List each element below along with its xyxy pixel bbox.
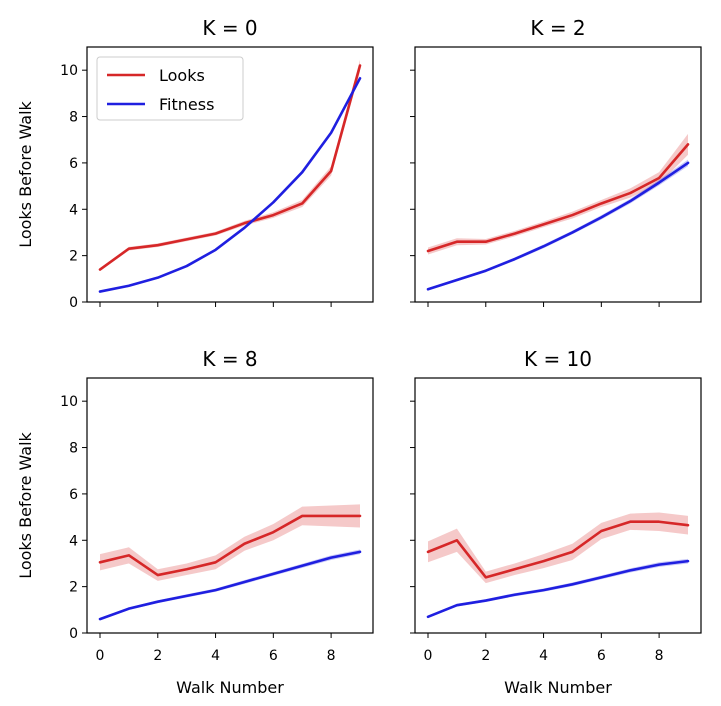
y-tick-label: 6 — [69, 156, 78, 172]
series-line-fitness — [426, 559, 690, 619]
y-tick-label: 0 — [69, 626, 78, 642]
y-axis-label: Looks Before Walk — [16, 100, 35, 247]
series-layer — [426, 133, 690, 291]
series-band-looks — [428, 133, 688, 255]
subplot-title: K = 0 — [202, 16, 257, 40]
x-tick-label: 8 — [327, 648, 336, 664]
tick-layer: 0 2 4 6 8 — [410, 400, 664, 664]
x-tick-label: 6 — [597, 648, 606, 664]
y-tick-label: 8 — [69, 441, 78, 457]
series-layer — [98, 59, 362, 293]
plot-frame — [86, 377, 374, 634]
x-axis-label: Walk Number — [504, 678, 612, 697]
x-tick-label: 8 — [655, 648, 664, 664]
x-tick-label: 0 — [424, 648, 433, 664]
tick-layer: 0 2 4 6 8 10 0 2 4 6 8 — [60, 394, 335, 664]
y-tick-label: 4 — [69, 202, 78, 218]
legend: Looks Fitness — [96, 56, 244, 121]
plot-frame — [86, 46, 374, 303]
x-tick-label: 4 — [211, 648, 220, 664]
y-tick-label: 2 — [69, 249, 78, 265]
series-line-looks — [98, 64, 362, 271]
y-tick-label: 0 — [69, 295, 78, 311]
subplot-title: K = 8 — [202, 347, 257, 371]
subplot-title: K = 2 — [530, 16, 585, 40]
series-line-fitness — [98, 550, 362, 621]
series-layer — [426, 512, 690, 619]
subplot-k2: K = 2 — [410, 16, 702, 307]
subplot-k10: K = 10 Walk Number 0 2 4 6 8 — [410, 347, 702, 697]
legend-label-fitness: Fitness — [159, 95, 214, 114]
y-tick-label: 8 — [69, 110, 78, 126]
y-tick-label: 2 — [69, 580, 78, 596]
tick-layer: 0 2 4 6 8 10 — [60, 63, 332, 311]
subplot-k8: K = 8 Looks Before Walk Walk Number 0 2 4 6… — [16, 347, 374, 697]
subplot-k0: K = 0 Looks Before Walk 0 2 4 6 8 10 Looks Fi… — [16, 16, 374, 311]
y-tick-label: 10 — [60, 63, 78, 79]
legend-label-looks: Looks — [159, 66, 205, 85]
y-tick-label: 6 — [69, 487, 78, 503]
x-axis-label: Walk Number — [176, 678, 284, 697]
plot-frame — [414, 377, 702, 634]
y-axis-label: Looks Before Walk — [16, 431, 35, 578]
subplot-title: K = 10 — [524, 347, 592, 371]
series-layer — [98, 504, 362, 621]
tick-layer — [410, 69, 660, 307]
x-tick-label: 4 — [539, 648, 548, 664]
x-tick-label: 2 — [153, 648, 162, 664]
series-line-looks — [426, 143, 690, 253]
x-tick-label: 6 — [269, 648, 278, 664]
series-band-looks — [100, 504, 360, 581]
series-line-looks — [98, 514, 362, 577]
x-tick-label: 2 — [481, 648, 490, 664]
y-tick-label: 10 — [60, 394, 78, 410]
x-tick-label: 0 — [96, 648, 105, 664]
series-line-looks — [426, 520, 690, 579]
series-band-looks — [428, 512, 688, 584]
y-tick-label: 4 — [69, 533, 78, 549]
series-line-fitness — [98, 77, 362, 293]
series-line-fitness — [426, 161, 690, 291]
plot-frame — [414, 46, 702, 303]
